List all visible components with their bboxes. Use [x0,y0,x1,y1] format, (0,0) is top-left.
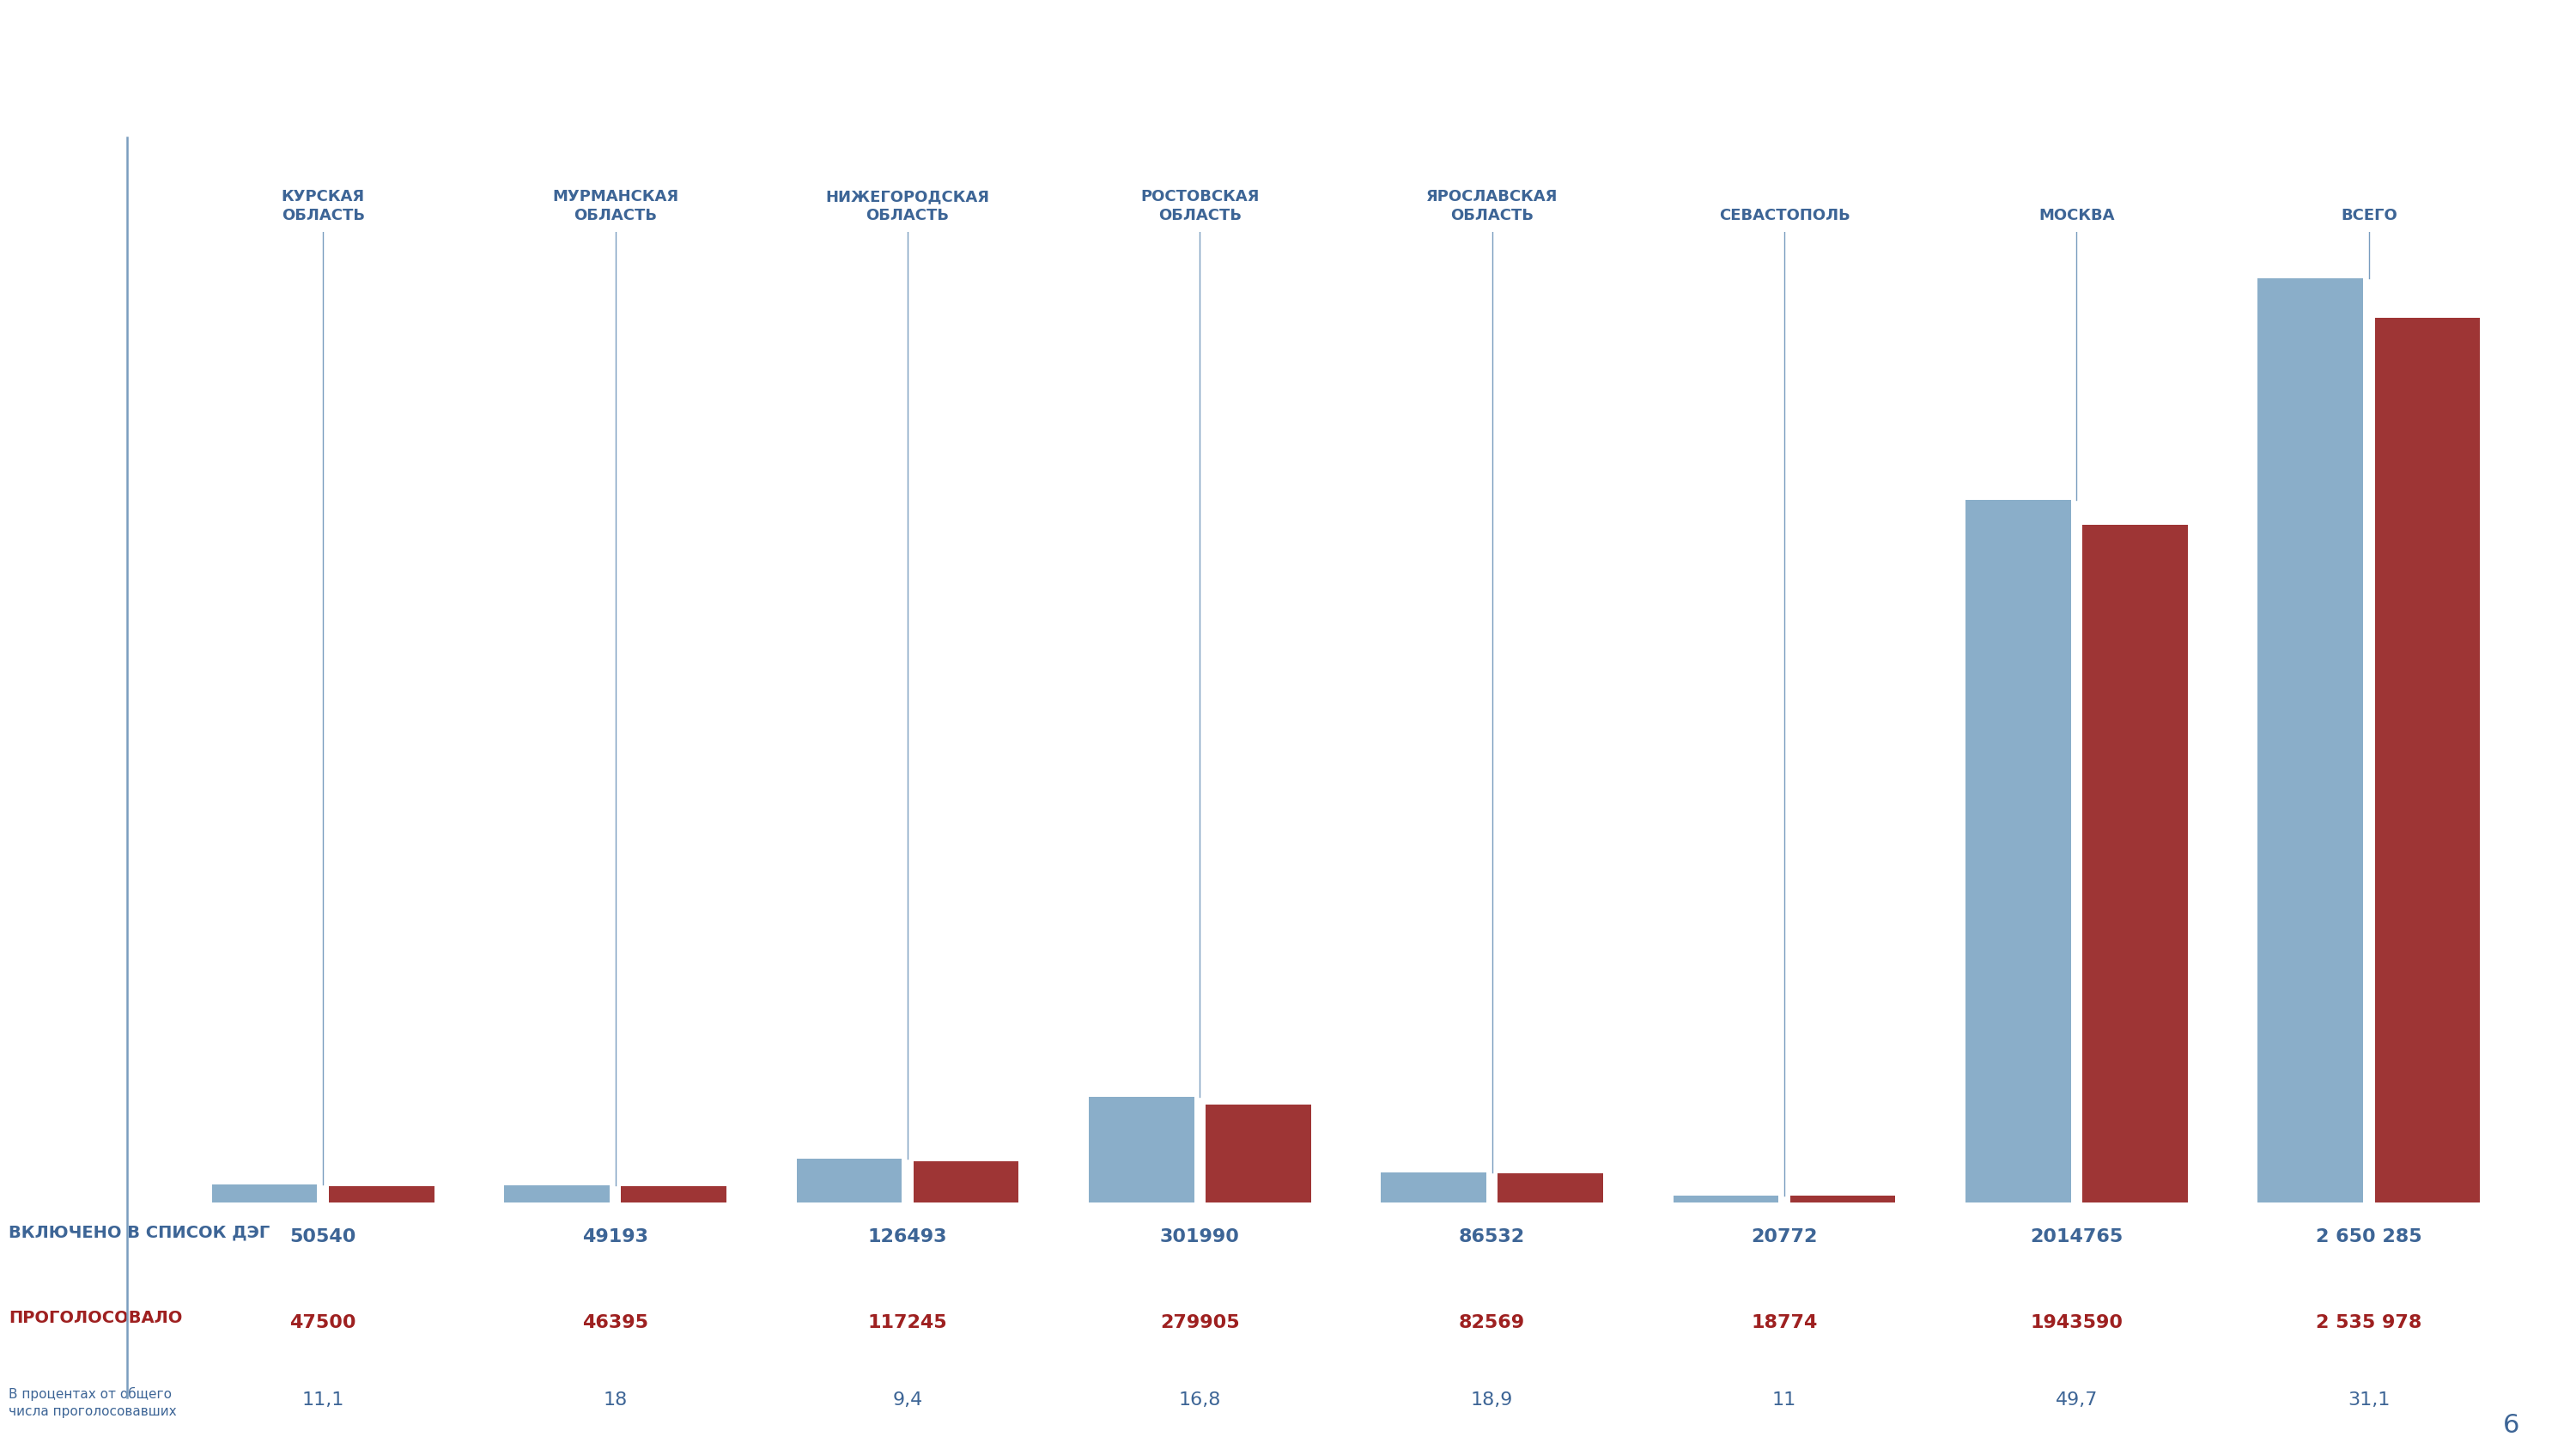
Bar [2375,317,2481,1203]
Bar [211,1185,317,1203]
Text: МУРМАНСКАЯ
ОБЛАСТЬ: МУРМАНСКАЯ ОБЛАСТЬ [551,188,677,223]
Bar [1381,1172,1486,1203]
Text: СЕВАСТОПОЛЬ: СЕВАСТОПОЛЬ [1718,207,1850,223]
Text: 2 650 285: 2 650 285 [2316,1229,2421,1246]
Text: 46395: 46395 [582,1314,649,1332]
Text: КУРСКАЯ
ОБЛАСТЬ: КУРСКАЯ ОБЛАСТЬ [281,188,366,223]
Text: 11,1: 11,1 [301,1391,345,1408]
Text: 16,8: 16,8 [1180,1391,1221,1408]
Text: 20772: 20772 [1752,1229,1819,1246]
Text: 279905: 279905 [1159,1314,1239,1332]
Text: В процентах от общего
числа проголосовавших: В процентах от общего числа проголосовав… [8,1387,178,1419]
Text: 18,9: 18,9 [1471,1391,1512,1408]
Bar [1674,1195,1777,1203]
Bar [796,1158,902,1203]
Text: 18774: 18774 [1752,1314,1819,1332]
Text: ПРОГОЛОСОВАЛО: ПРОГОЛОСОВАЛО [8,1310,183,1326]
Text: ВСЕГО: ВСЕГО [2342,207,2398,223]
Bar [1090,1097,1195,1203]
Text: 126493: 126493 [868,1229,948,1246]
Text: ВКЛЮЧЕНО В СПИСОК ДЭГ: ВКЛЮЧЕНО В СПИСОК ДЭГ [8,1224,270,1240]
Text: 11: 11 [1772,1391,1795,1408]
Text: 31,1: 31,1 [2347,1391,2391,1408]
Text: 82569: 82569 [1458,1314,1525,1332]
Text: 1943590: 1943590 [2030,1314,2123,1332]
Text: 86532: 86532 [1458,1229,1525,1246]
Text: РОСТОВСКАЯ
ОБЛАСТЬ: РОСТОВСКАЯ ОБЛАСТЬ [1141,188,1260,223]
Bar [2257,278,2362,1203]
Bar [621,1187,726,1203]
Text: 19 СЕНТЯБРЯ 2021 ГОДА: 19 СЕНТЯБРЯ 2021 ГОДА [178,84,659,116]
Text: 47500: 47500 [289,1314,355,1332]
Text: 301990: 301990 [1159,1229,1239,1246]
Text: 2014765: 2014765 [2030,1229,2123,1246]
Text: 18: 18 [603,1391,629,1408]
Text: МОСКВА: МОСКВА [2038,207,2115,223]
Bar [2081,525,2187,1203]
Text: 49193: 49193 [582,1229,649,1246]
Bar [914,1162,1018,1203]
Text: 9,4: 9,4 [891,1391,922,1408]
Text: 6: 6 [2504,1413,2519,1437]
Text: ЯРОСЛАВСКАЯ
ОБЛАСТЬ: ЯРОСЛАВСКАЯ ОБЛАСТЬ [1427,188,1558,223]
Bar [505,1185,611,1203]
Bar [1790,1195,1896,1203]
Text: УЧАСТИЕ ИЗБИРАТЕЛЕЙ В ДИСТАНЦИОННОМ ЭЛЕКТРОННОМ ГОЛОСОВАНИ: УЧАСТИЕ ИЗБИРАТЕЛЕЙ В ДИСТАНЦИОННОМ ЭЛЕК… [178,22,1643,58]
Bar [1965,500,2071,1203]
Text: 2 535 978: 2 535 978 [2316,1314,2421,1332]
Bar [330,1185,435,1203]
Text: 117245: 117245 [868,1314,948,1332]
Bar [1206,1106,1311,1203]
Bar [1497,1174,1602,1203]
Text: 50540: 50540 [291,1229,355,1246]
Text: НИЖЕГОРОДСКАЯ
ОБЛАСТЬ: НИЖЕГОРОДСКАЯ ОБЛАСТЬ [824,188,989,223]
Text: 49,7: 49,7 [2056,1391,2097,1408]
